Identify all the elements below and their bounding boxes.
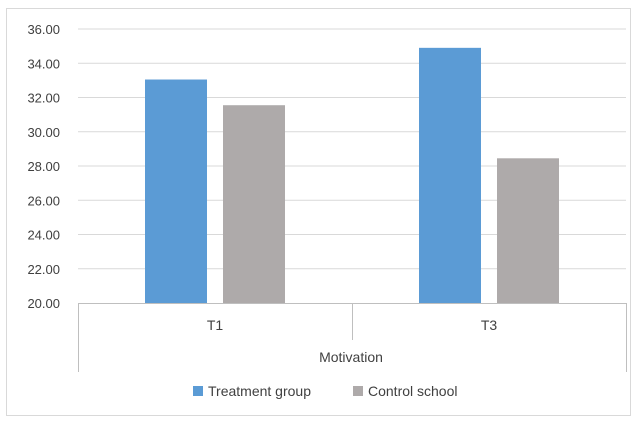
legend-swatch <box>353 386 363 396</box>
bar-control-school-t1 <box>223 105 285 303</box>
x-axis-categories: T1 T3 <box>207 317 498 333</box>
group-axis-label: Motivation <box>319 349 383 365</box>
bars <box>145 47 559 304</box>
y-tick-label: 28.00 <box>27 159 60 174</box>
x-category-label: T1 <box>207 317 224 333</box>
bar-treatment-group-t3 <box>419 47 481 304</box>
y-tick-label: 30.00 <box>27 125 60 140</box>
y-tick-label: 32.00 <box>27 91 60 106</box>
y-tick-label: 20.00 <box>27 296 60 311</box>
y-tick-label: 36.00 <box>27 22 60 37</box>
bar-treatment-group-t1 <box>145 79 207 303</box>
legend-label: Treatment group <box>208 383 311 399</box>
y-axis-ticks: 20.00 22.00 24.00 26.00 28.00 30.00 32.00 34.00… <box>27 22 60 311</box>
x-axis <box>78 303 627 372</box>
y-tick-label: 34.00 <box>27 56 60 71</box>
y-tick-label: 24.00 <box>27 228 60 243</box>
y-tick-label: 22.00 <box>27 262 60 277</box>
y-tick-label: 26.00 <box>27 193 60 208</box>
legend-label: Control school <box>368 383 458 399</box>
legend: Treatment group Control school <box>193 383 458 399</box>
legend-swatch <box>193 386 203 396</box>
chart-border <box>6 8 631 416</box>
x-category-label: T3 <box>481 317 498 333</box>
bar-control-school-t3 <box>497 158 559 303</box>
